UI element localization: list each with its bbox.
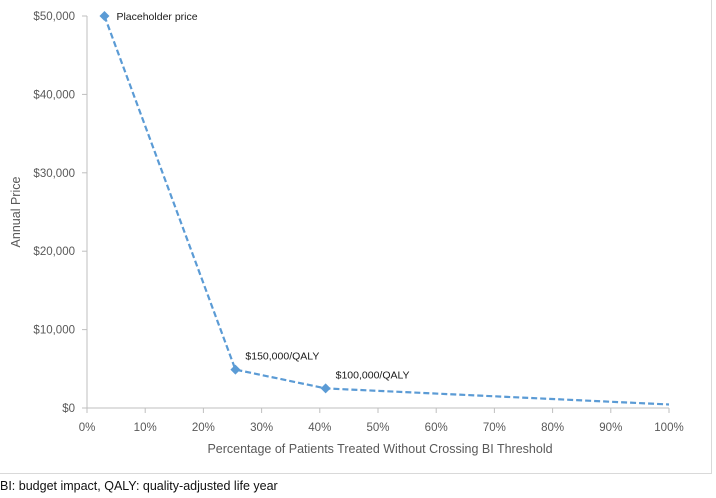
series [103,15,670,406]
x-tick-label: 50% [366,422,389,434]
x-tick-label: 100% [654,422,683,434]
y-tick-label: $50,000 [33,11,75,23]
x-tick-label: 10% [134,422,157,434]
y-axis-title: Annual Price [9,177,23,248]
axes [82,15,670,413]
series-line [103,15,670,406]
x-tick-label: 30% [250,422,273,434]
data-point-label: Placeholder price [116,11,197,23]
x-tick-label: 70% [483,422,506,434]
data-point-label: $150,000/QALY [245,351,319,363]
data-point-marker [99,11,110,21]
chart-frame: $0 $10,000 $20,000 $30,000 $40,000 $50,000 0% 1… [0,0,712,474]
y-tick-label: $10,000 [33,325,75,337]
x-tick-label: 20% [192,422,215,434]
y-tick-label: $0 [62,403,75,415]
x-axis-title: Percentage of Patients Treated Without C… [207,442,552,456]
x-tick-label: 40% [308,422,331,434]
y-tick-label: $30,000 [33,168,75,180]
price-threshold-chart: $0 $10,000 $20,000 $30,000 $40,000 $50,000 0% 1… [9,11,684,456]
x-tick-label: 90% [599,422,622,434]
footnote: BI: budget impact, QALY: quality-adjuste… [0,479,278,493]
tick-labels: $0 $10,000 $20,000 $30,000 $40,000 $50,000 0% 1… [33,11,683,434]
data-point-marker [230,364,241,375]
x-tick-label: 0% [79,422,96,434]
data-point-label: $100,000/QALY [336,369,410,381]
markers: Placeholder price $150,000/QALY $100,000/Q… [99,11,410,394]
data-point-marker [320,383,331,394]
y-tick-label: $20,000 [33,246,75,258]
y-tick-label: $40,000 [33,89,75,101]
x-tick-label: 60% [425,422,448,434]
x-tick-label: 80% [541,422,564,434]
